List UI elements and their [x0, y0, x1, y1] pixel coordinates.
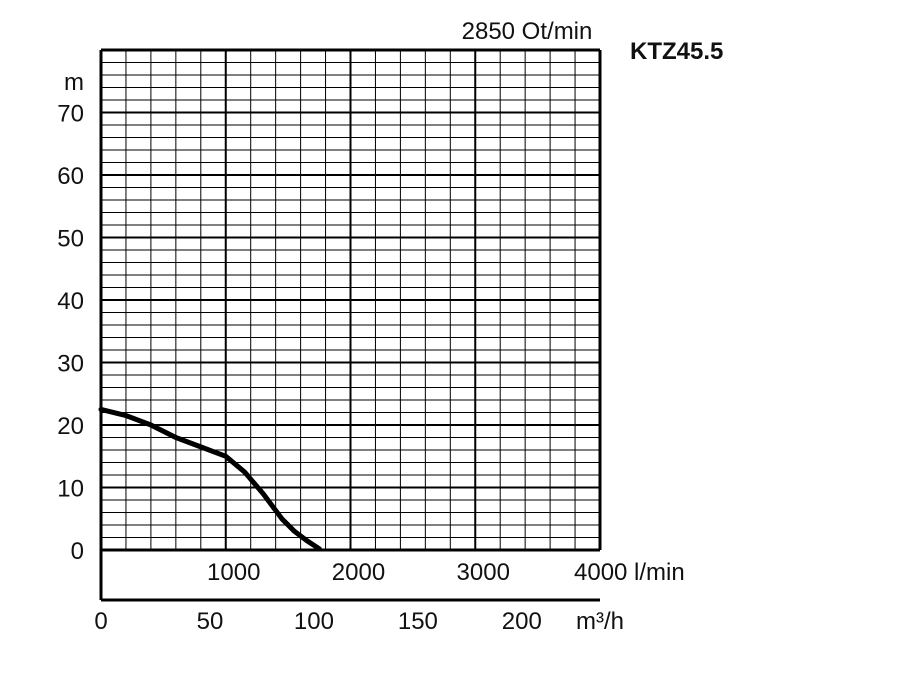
plot-frame — [99, 48, 602, 602]
x-secondary-tick-label: 150 — [398, 608, 438, 635]
y-tick-label: 60 — [57, 163, 84, 190]
y-tick-labels: 0 10 20 30 40 50 60 70 — [57, 101, 84, 566]
x-secondary-tick-label: 50 — [197, 608, 224, 635]
x-primary-tick-label: 2000 — [332, 559, 385, 586]
x-secondary-tick-label: 200 — [502, 608, 542, 635]
y-tick-label: 50 — [57, 226, 84, 253]
x-primary-tick-label: 1000 — [207, 559, 260, 586]
major-gridlines — [101, 50, 600, 550]
y-axis-unit-label: m — [64, 69, 84, 96]
y-tick-label: 70 — [57, 101, 84, 128]
x-secondary-tick-label: 0 — [94, 608, 107, 635]
curve-layer — [98, 406, 322, 552]
x-secondary-tick-label: 100 — [294, 608, 334, 635]
y-tick-label: 40 — [57, 288, 84, 315]
y-tick-label: 20 — [57, 413, 84, 440]
x-primary-tick-label: 4000 l/min — [574, 559, 685, 586]
model-label: KTZ45.5 — [630, 38, 723, 65]
y-tick-label: 30 — [57, 351, 84, 378]
x-secondary-tick-labels: 0 50 100 150 200 — [94, 608, 542, 635]
x-primary-tick-labels: 1000 2000 3000 4000 l/min — [207, 559, 685, 586]
x-secondary-unit-label: m³/h — [576, 608, 624, 635]
pump-curve-line — [98, 406, 322, 552]
y-tick-label: 10 — [57, 476, 84, 503]
chart-title: 2850 Ot/min — [462, 18, 593, 45]
y-tick-label: 0 — [71, 538, 84, 565]
x-primary-tick-label: 3000 — [457, 559, 510, 586]
